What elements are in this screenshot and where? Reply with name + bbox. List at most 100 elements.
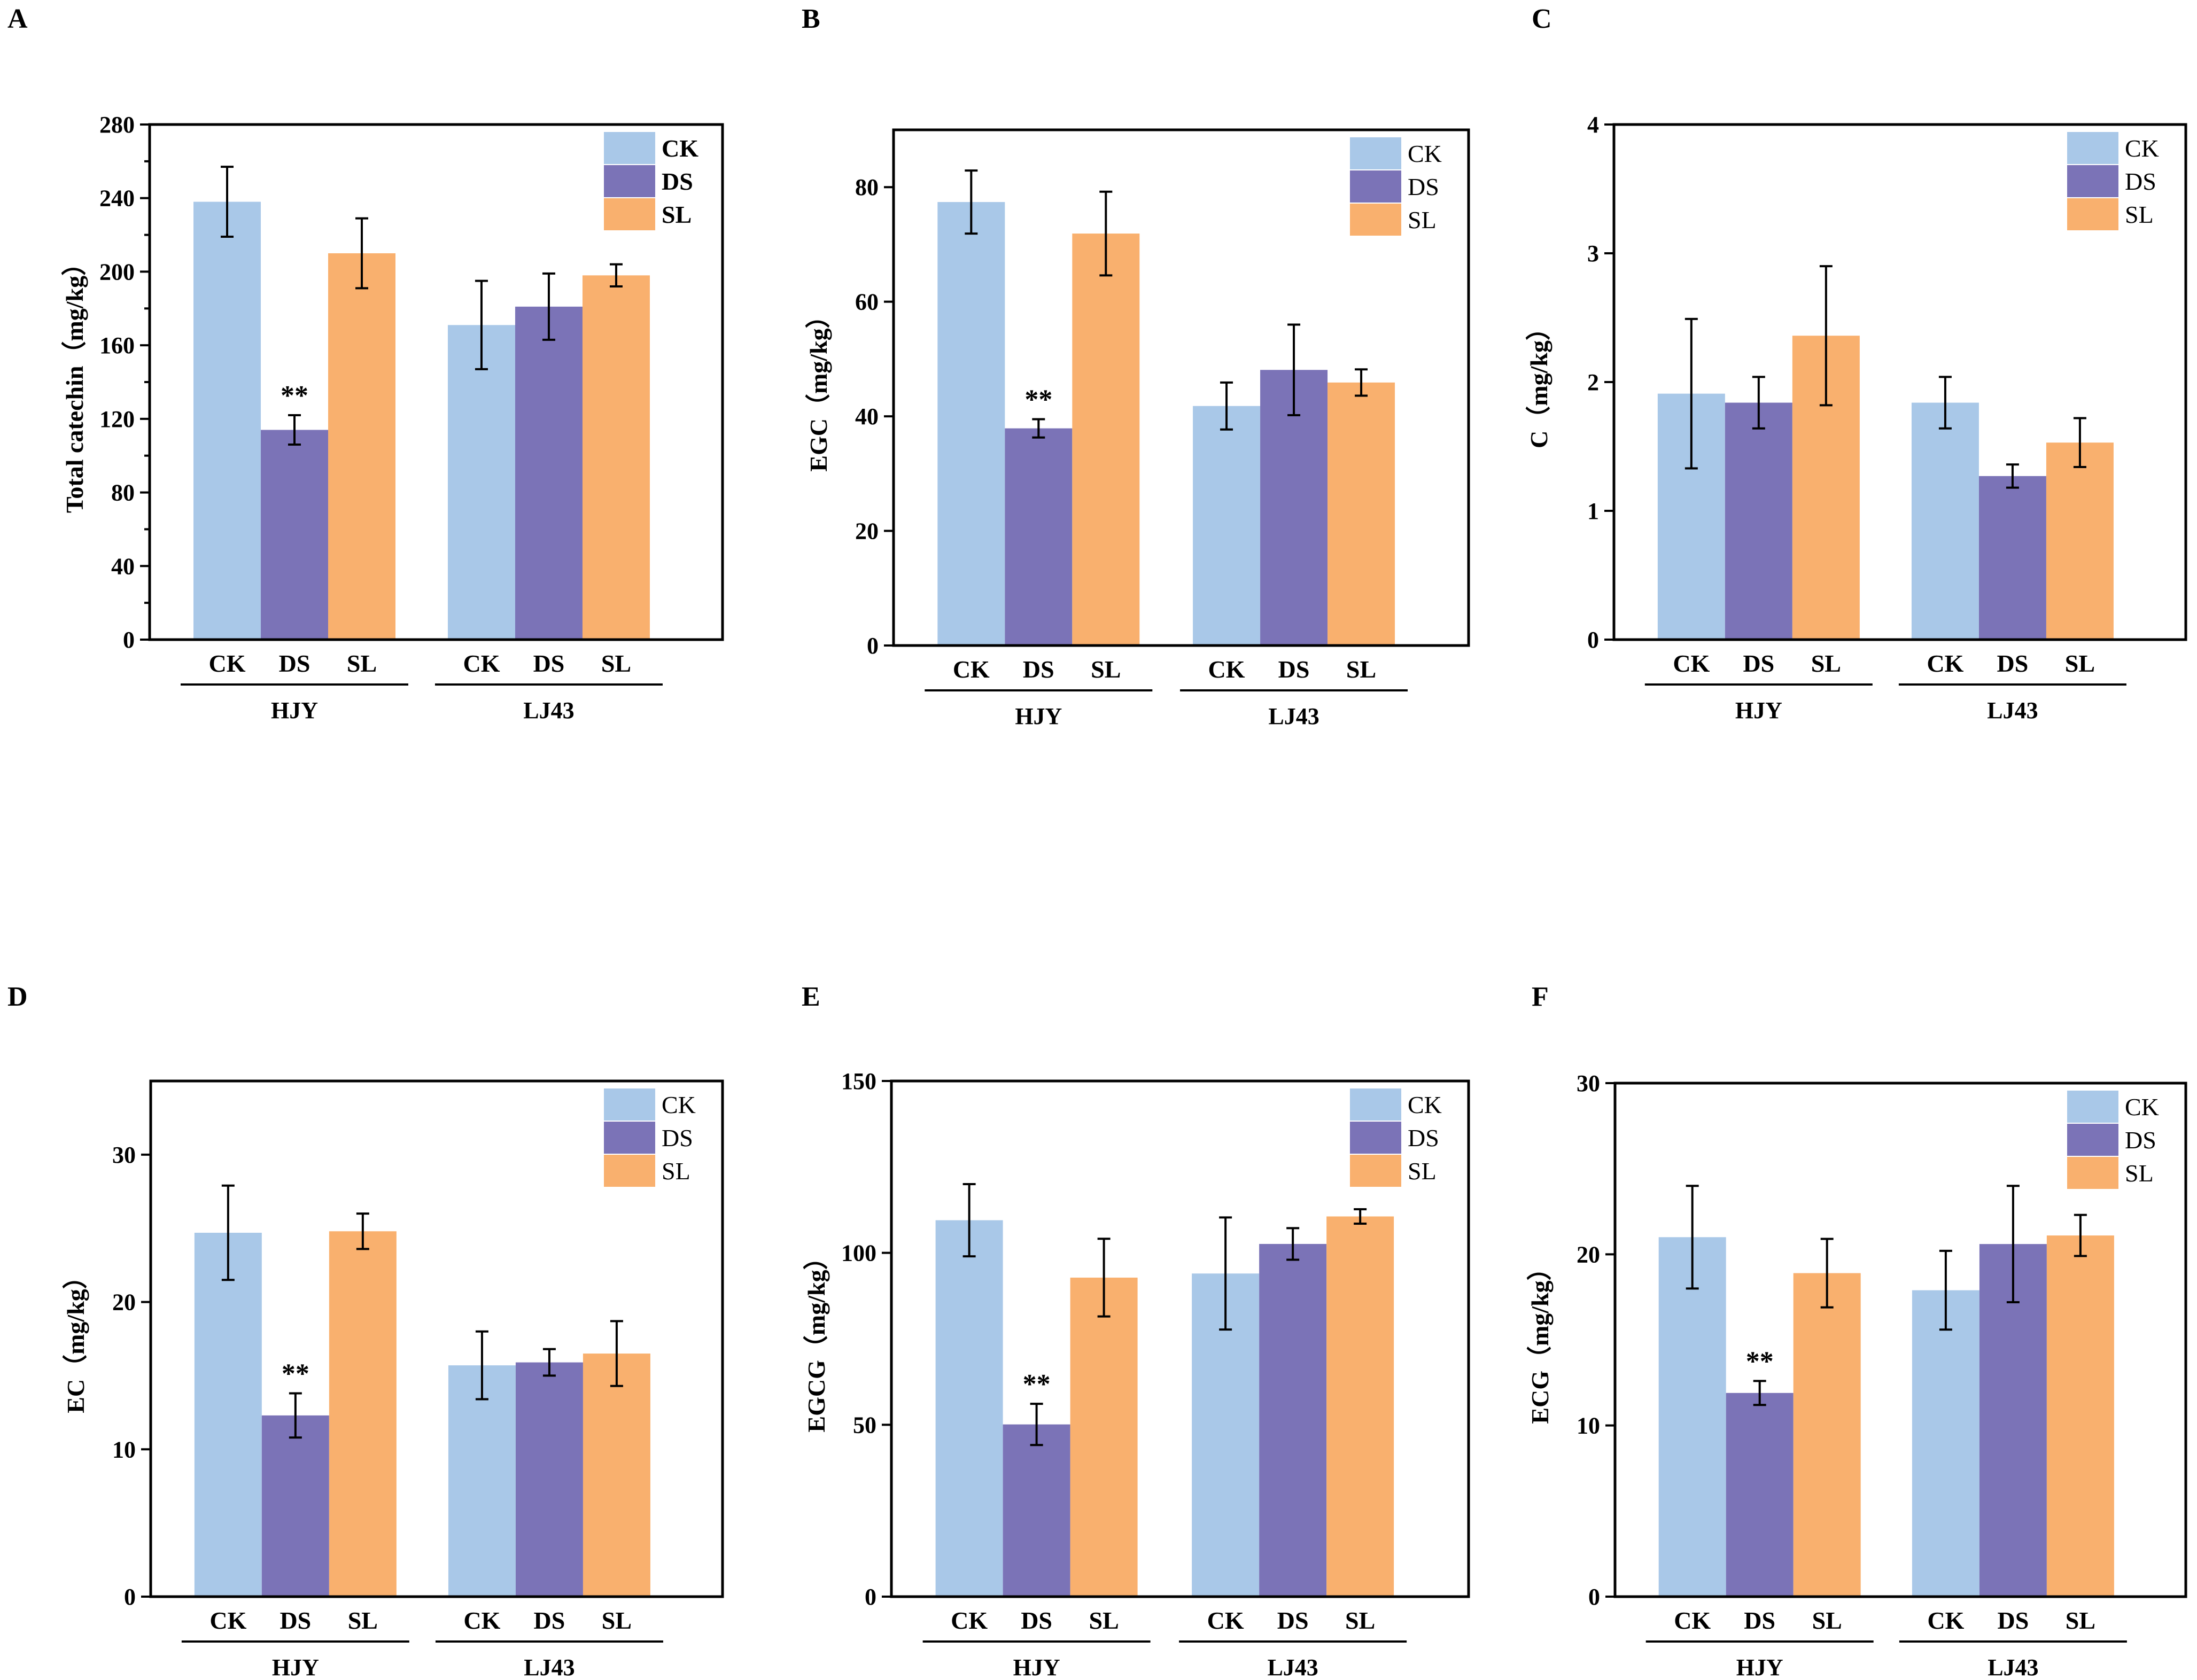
error-bar-hjy-sl bbox=[1820, 1238, 1834, 1309]
category-label: SL bbox=[602, 1607, 632, 1634]
panel-c: C CK DS SL HJY CK DS SL LJ43 0 1 2 3 4 C（mg/kg） CK DS SL bbox=[1525, 4, 2187, 724]
category-label: DS bbox=[1743, 650, 1774, 677]
group-label: HJY bbox=[272, 1654, 319, 1677]
significance-annotation: ** bbox=[282, 1359, 309, 1389]
error-bar-hjy-ck bbox=[962, 1183, 976, 1258]
error-bar-lj43-sl bbox=[2073, 417, 2086, 469]
error-bar-lj43-ck bbox=[475, 279, 488, 370]
bar-hjy-ck bbox=[193, 201, 261, 640]
y-tick-label: 10 bbox=[112, 1436, 136, 1463]
y-tick-label: 240 bbox=[99, 185, 135, 212]
legend-swatch-ds bbox=[604, 165, 655, 197]
legend-swatch-ds bbox=[2067, 165, 2118, 197]
legend-swatch-ds bbox=[1350, 1122, 1401, 1154]
error-bar-hjy-ds bbox=[1752, 376, 1765, 430]
plot-frame bbox=[892, 128, 1470, 647]
y-axis-label: EGCG（mg/kg） bbox=[803, 1245, 830, 1432]
category-label: CK bbox=[209, 1607, 246, 1634]
error-bar-hjy-ck bbox=[221, 1184, 235, 1281]
bar-lj43-sl bbox=[2046, 1235, 2114, 1597]
y-tick-label: 0 bbox=[124, 1584, 136, 1610]
legend-label: DS bbox=[2125, 168, 2156, 195]
bar-hjy-ck bbox=[937, 202, 1005, 646]
category-label: SL bbox=[2065, 650, 2095, 677]
group-label: HJY bbox=[271, 697, 318, 724]
panel-letter: F bbox=[1532, 982, 1549, 1012]
y-tick-label: 30 bbox=[112, 1142, 136, 1168]
y-axis-label: EC（mg/kg） bbox=[62, 1264, 89, 1413]
y-axis-label: C（mg/kg） bbox=[1525, 316, 1552, 448]
category-label: SL bbox=[1089, 1607, 1119, 1634]
legend-swatch-ck bbox=[604, 132, 655, 164]
y-tick-label: 280 bbox=[99, 112, 135, 138]
legend: CK DS SL bbox=[604, 132, 698, 230]
bar-lj43-ds bbox=[1978, 476, 2046, 640]
group-label: HJY bbox=[1013, 1654, 1060, 1677]
y-tick-label: 0 bbox=[1588, 1584, 1600, 1610]
bar-lj43-sl bbox=[1326, 1216, 1394, 1597]
error-bar-lj43-ds bbox=[542, 1348, 556, 1377]
bar-lj43-ck bbox=[1911, 402, 1979, 640]
category-label: SL bbox=[1345, 1607, 1375, 1634]
bar-hjy-ds bbox=[1725, 402, 1792, 640]
legend-label: SL bbox=[2125, 201, 2154, 228]
legend-swatch-sl bbox=[1350, 204, 1401, 236]
legend-swatch-sl bbox=[2067, 198, 2118, 230]
y-tick-label: 0 bbox=[1587, 627, 1599, 653]
y-axis-label: EGC（mg/kg） bbox=[805, 304, 832, 471]
bar-lj43-sl bbox=[1327, 382, 1395, 645]
panel-a: A CK ** DS SL HJY CK DS SL LJ43 0 40 80 120 160 200 240 2… bbox=[7, 4, 724, 724]
legend: CK DS SL bbox=[1350, 1088, 1442, 1187]
y-tick-label: 80 bbox=[855, 174, 879, 200]
category-label: DS bbox=[280, 1607, 311, 1634]
error-bar-hjy-ds bbox=[1753, 1380, 1766, 1406]
error-bar-lj43-sl bbox=[1355, 368, 1368, 397]
group-label: LJ43 bbox=[524, 1654, 575, 1677]
legend-swatch-ck bbox=[604, 1088, 655, 1121]
category-label: DS bbox=[534, 1607, 565, 1634]
category-label: DS bbox=[1277, 1607, 1309, 1634]
bar-hjy-ds bbox=[1726, 1393, 1794, 1597]
error-bar-hjy-sl bbox=[355, 217, 369, 290]
legend-swatch-sl bbox=[604, 198, 655, 230]
error-bar-hjy-ds bbox=[1032, 418, 1045, 439]
legend-swatch-ck bbox=[2067, 1091, 2118, 1123]
error-bar-lj43-ck bbox=[1220, 381, 1233, 431]
y-tick-label: 1 bbox=[1587, 498, 1599, 524]
category-label: SL bbox=[1811, 650, 1841, 677]
group-label: LJ43 bbox=[1267, 1654, 1318, 1677]
error-bar-hjy-ck bbox=[221, 166, 234, 238]
category-label: CK bbox=[209, 650, 246, 677]
y-tick-label: 60 bbox=[855, 289, 879, 315]
plot-frame bbox=[890, 1079, 1470, 1598]
legend-label: SL bbox=[662, 1157, 690, 1185]
legend-label: CK bbox=[2125, 1093, 2159, 1121]
legend-swatch-ds bbox=[1350, 170, 1401, 203]
panel-letter: B bbox=[802, 4, 820, 34]
legend-label: CK bbox=[1408, 140, 1442, 167]
legend-label: SL bbox=[662, 201, 692, 228]
legend-label: SL bbox=[2125, 1160, 2154, 1187]
y-tick-label: 0 bbox=[123, 627, 135, 653]
error-bar-lj43-ck bbox=[1938, 376, 1952, 430]
error-bar-lj43-ds bbox=[2006, 1185, 2020, 1304]
category-label: CK bbox=[1208, 656, 1245, 683]
panel-letter: C bbox=[1532, 4, 1552, 34]
group-label: LJ43 bbox=[1988, 1654, 2038, 1677]
group-label: LJ43 bbox=[1268, 703, 1319, 729]
error-bar-hjy-ck bbox=[1684, 317, 1698, 470]
category-label: SL bbox=[1812, 1607, 1842, 1634]
category-label: DS bbox=[1997, 1607, 2029, 1634]
y-tick-label: 10 bbox=[1577, 1413, 1600, 1439]
group-label: HJY bbox=[1735, 697, 1782, 724]
bar-lj43-sl bbox=[2046, 442, 2114, 640]
panel-f: F CK ** DS SL HJY CK DS SL LJ43 0 10 20 30 ECG（mg/kg） C… bbox=[1526, 982, 2187, 1680]
bar-hjy-sl bbox=[1070, 1277, 1138, 1597]
y-axis-label: ECG（mg/kg） bbox=[1526, 1256, 1554, 1424]
group-label: LJ43 bbox=[1987, 697, 2038, 724]
panel-letter: E bbox=[802, 982, 820, 1012]
error-bar-lj43-ck bbox=[475, 1330, 488, 1401]
y-tick-label: 0 bbox=[865, 1584, 876, 1610]
